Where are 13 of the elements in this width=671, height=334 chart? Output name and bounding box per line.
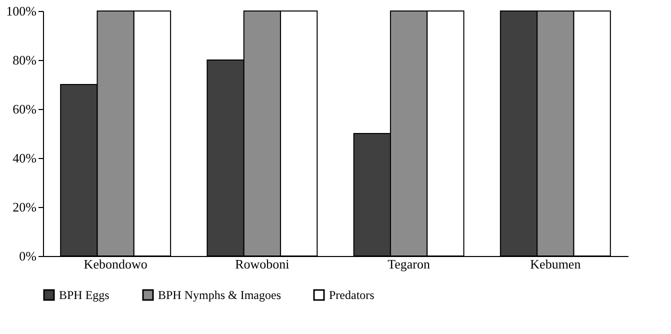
legend-label: BPH Eggs <box>59 288 110 302</box>
legend-label: BPH Nymphs & Imagoes <box>158 288 282 302</box>
legend-label: Predators <box>329 288 375 302</box>
x-tick-label: Kebondowo <box>84 256 148 272</box>
y-tick-label: 80% <box>12 52 37 68</box>
y-tick-label: 60% <box>12 102 37 116</box>
x-tick-label: Kebumen <box>530 256 582 272</box>
y-tick-label: 0% <box>19 248 37 264</box>
y-tick-label: 100% <box>6 4 37 18</box>
x-tick-label: Rowoboni <box>235 256 290 272</box>
y-tick-label: 40% <box>12 150 37 166</box>
y-tick-label: 20% <box>12 200 37 214</box>
x-tick-label: Tegaron <box>388 256 431 272</box>
